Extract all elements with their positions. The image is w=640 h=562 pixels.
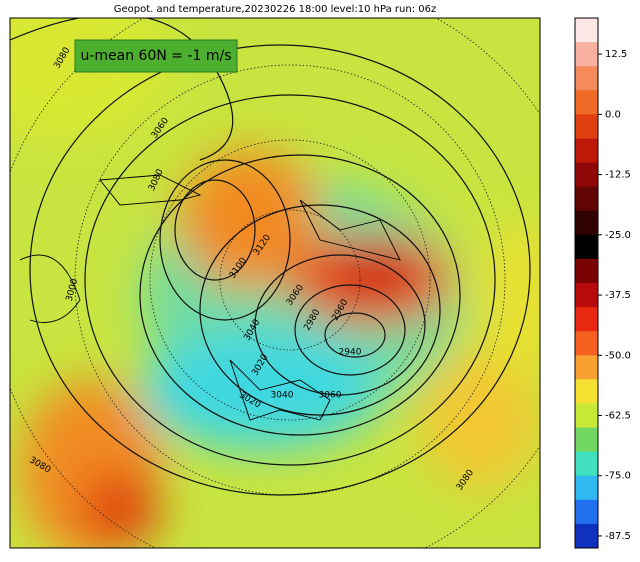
- colorbar-tick-label: 0.0: [605, 109, 621, 120]
- colorbar-band: [575, 403, 598, 429]
- colorbar-band: [575, 234, 598, 260]
- colorbar-band: [575, 475, 598, 501]
- colorbar-band: [575, 283, 598, 308]
- colorbar-tick-label: -50.0: [605, 350, 631, 361]
- colorbar-tick-label: -37.5: [605, 290, 631, 301]
- colorbar-band: [575, 379, 598, 404]
- colorbar-band: [575, 307, 598, 332]
- colorbar-band: [575, 258, 598, 284]
- annotation: u-mean 60N = -1 m/s: [80, 48, 231, 64]
- contour-label: 3060: [319, 391, 342, 401]
- contour-label: 2940: [339, 348, 362, 358]
- contour-label: 3040: [271, 391, 294, 401]
- colorbar-band: [575, 499, 598, 525]
- colorbar-band: [575, 355, 598, 380]
- colorbar-band: [575, 18, 598, 43]
- colorbar-tick-label: -62.5: [605, 411, 631, 422]
- colorbar-band: [575, 114, 598, 139]
- colorbar-band: [575, 162, 598, 188]
- colorbar-tick-label: -12.5: [605, 170, 631, 181]
- colorbar-band: [575, 90, 598, 115]
- colorbar-tick-label: -87.5: [605, 531, 631, 542]
- map: [10, 18, 540, 548]
- colorbar-tick-label: -25.0: [605, 230, 631, 241]
- colorbar-band: [575, 138, 598, 164]
- colorbar-band: [575, 42, 598, 67]
- colorbar-band: [575, 523, 598, 549]
- colorbar-frame: [574, 17, 599, 549]
- colorbar-band: [575, 331, 598, 356]
- colorbar-tick-label: 12.5: [605, 49, 627, 60]
- title: Geopot. and temperature,20230226 18:00 l…: [114, 4, 436, 15]
- colorbar-tick-label: -75.0: [605, 471, 631, 482]
- colorbar-band: [575, 66, 598, 91]
- annotation-box: [74, 39, 238, 73]
- colorbar-band: [575, 210, 598, 236]
- colorbar-band: [575, 451, 598, 477]
- colorbar-band: [575, 186, 598, 212]
- colorbar-band: [575, 427, 598, 453]
